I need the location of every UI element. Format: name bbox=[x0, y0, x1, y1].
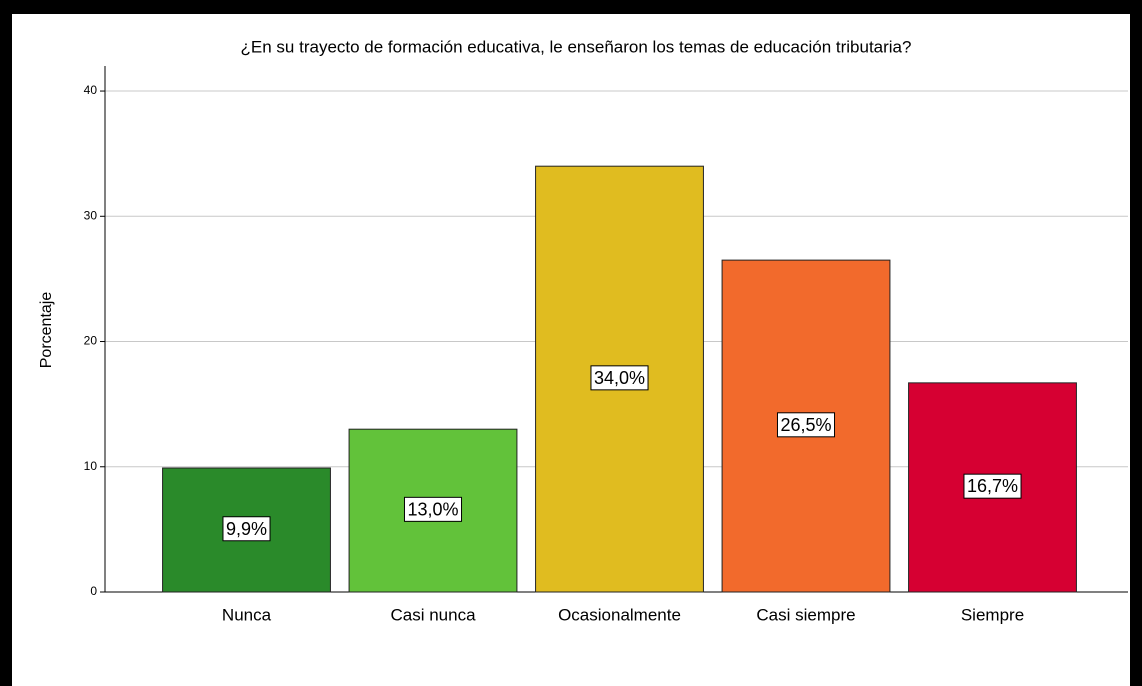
value-label-box bbox=[776, 412, 836, 438]
value-label: 26,5% bbox=[780, 415, 831, 435]
y-tick-label: 40 bbox=[84, 83, 98, 97]
value-label: 13,0% bbox=[407, 499, 458, 519]
value-label-box bbox=[590, 365, 649, 391]
value-label: 34,0% bbox=[594, 368, 645, 388]
y-tick-label: 10 bbox=[84, 459, 98, 473]
x-tick-label: Ocasionalmente bbox=[558, 605, 681, 624]
frame-left bbox=[0, 0, 12, 686]
frame-top bbox=[0, 0, 1142, 14]
y-tick-label: 30 bbox=[84, 208, 98, 222]
y-tick-label: 20 bbox=[84, 334, 98, 348]
value-label-box bbox=[403, 496, 463, 522]
value-label: 16,7% bbox=[967, 476, 1018, 496]
value-label-box bbox=[222, 516, 271, 542]
x-tick-label: Siempre bbox=[961, 605, 1024, 624]
x-tick-label: Nunca bbox=[222, 605, 272, 624]
value-label-box bbox=[963, 473, 1022, 499]
value-label: 9,9% bbox=[226, 519, 267, 539]
chart-title: ¿En su trayecto de formación educativa, … bbox=[241, 37, 912, 56]
x-tick-label: Casi siempre bbox=[756, 605, 855, 624]
frame-right bbox=[1130, 0, 1142, 686]
y-axis-label: Porcentaje bbox=[38, 292, 55, 369]
y-tick-label: 0 bbox=[90, 584, 97, 598]
x-tick-label: Casi nunca bbox=[390, 605, 476, 624]
